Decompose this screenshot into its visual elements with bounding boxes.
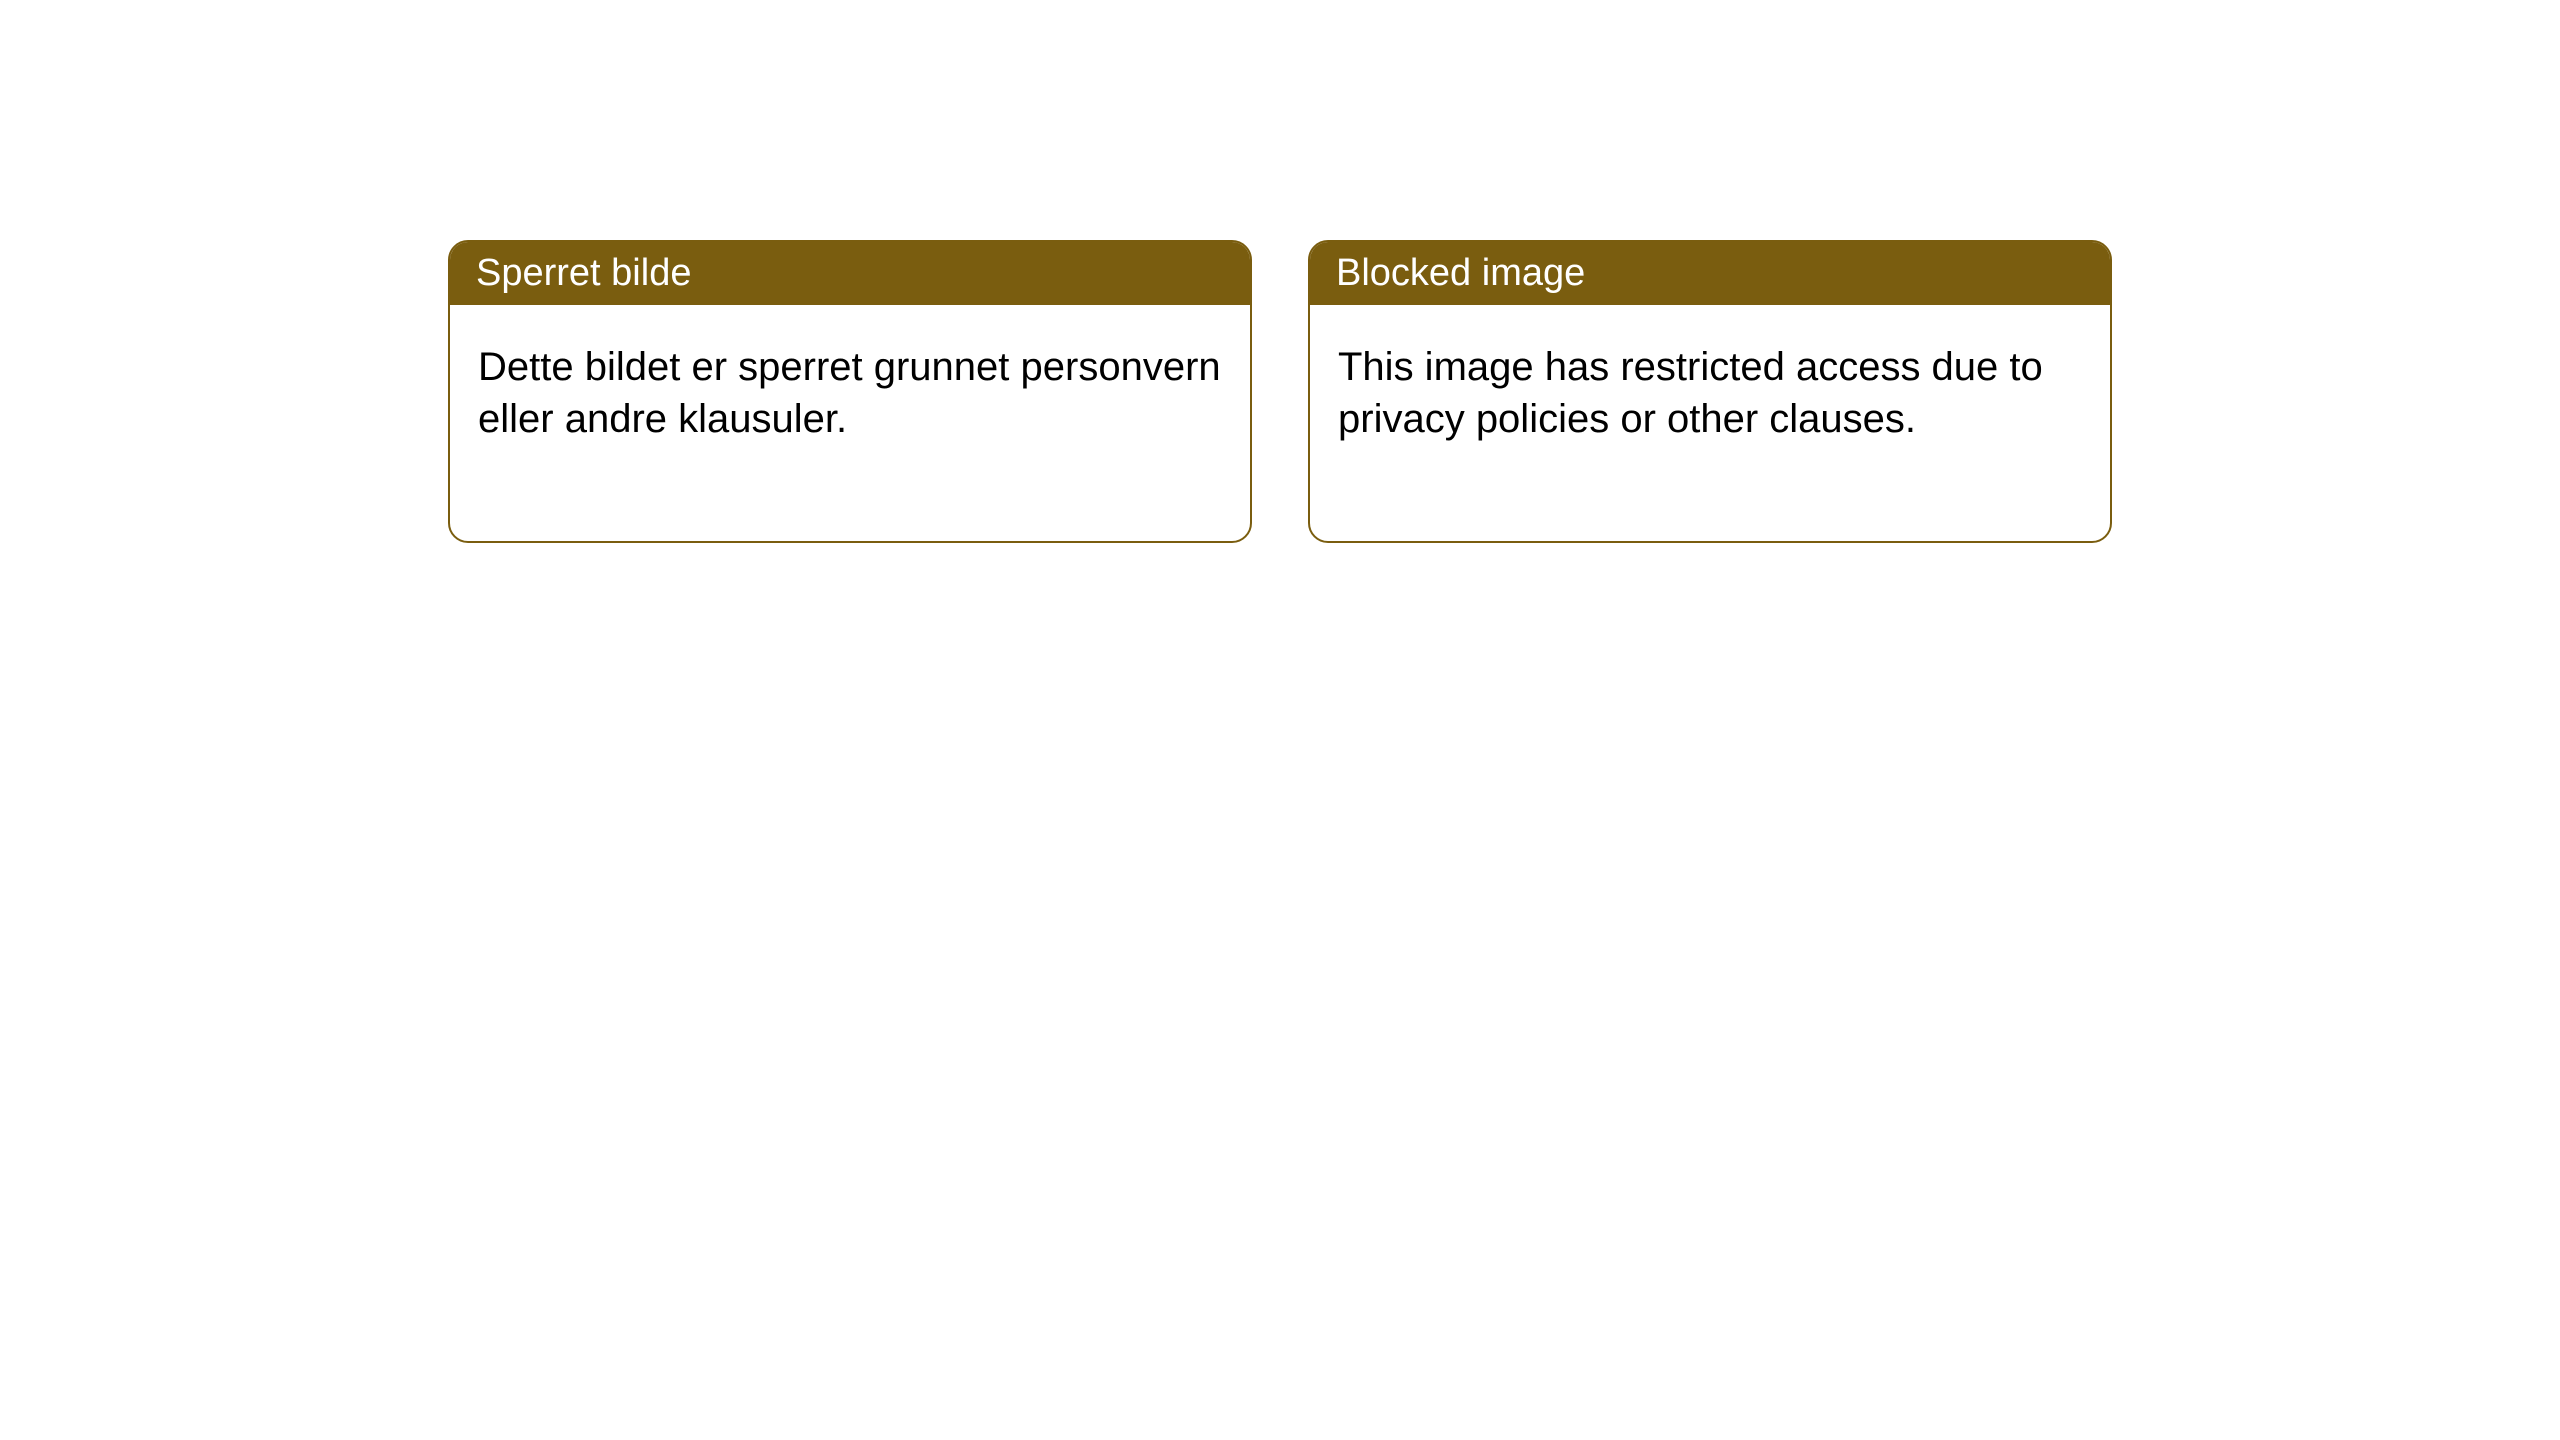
notice-card-norwegian: Sperret bilde Dette bildet er sperret gr… bbox=[448, 240, 1252, 543]
card-body: This image has restricted access due to … bbox=[1310, 305, 2110, 541]
card-title: Sperret bilde bbox=[476, 252, 691, 294]
card-header: Blocked image bbox=[1310, 242, 2110, 305]
card-header: Sperret bilde bbox=[450, 242, 1250, 305]
card-title: Blocked image bbox=[1336, 252, 1585, 294]
notice-card-container: Sperret bilde Dette bildet er sperret gr… bbox=[0, 0, 2560, 543]
card-body-text: Dette bildet er sperret grunnet personve… bbox=[478, 345, 1221, 441]
card-body-text: This image has restricted access due to … bbox=[1338, 345, 2043, 441]
card-body: Dette bildet er sperret grunnet personve… bbox=[450, 305, 1250, 541]
notice-card-english: Blocked image This image has restricted … bbox=[1308, 240, 2112, 543]
